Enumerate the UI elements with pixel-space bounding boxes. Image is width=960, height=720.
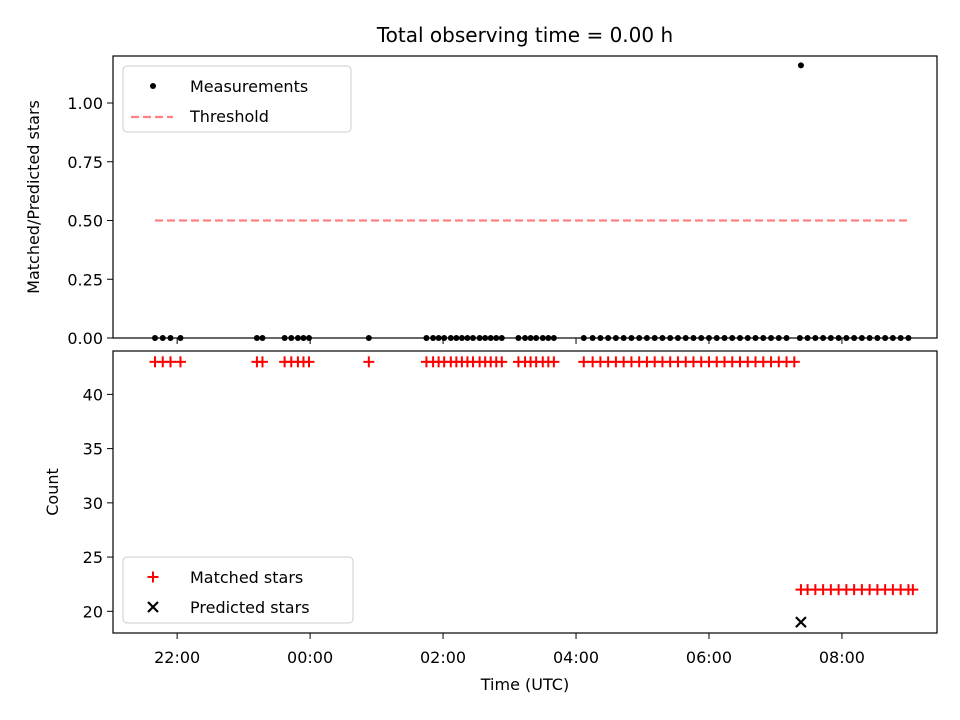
x-tick-label: 22:00 xyxy=(154,648,200,667)
matched-star-point xyxy=(363,356,375,368)
bottom-legend: Matched stars Predicted stars xyxy=(122,556,354,624)
x-tick-label: 00:00 xyxy=(287,648,333,667)
matched-star-point xyxy=(907,584,919,596)
y-tick-label: 0.00 xyxy=(67,329,103,348)
matched-star-point xyxy=(174,356,186,368)
legend-swatch xyxy=(147,601,159,613)
y-tick-label: 35 xyxy=(83,440,103,459)
x-tick-label: 04:00 xyxy=(553,648,599,667)
x-tick-label: 06:00 xyxy=(686,648,732,667)
legend-box xyxy=(122,556,354,624)
measurement-point xyxy=(797,62,804,69)
y-tick-label: 30 xyxy=(83,494,103,513)
legend-entry-label: Predicted stars xyxy=(190,598,310,617)
matched-star-point xyxy=(496,356,508,368)
top-axes-frame xyxy=(112,55,938,339)
bottom-panel: 20 25 30 35 40 22:00 00:00 02:00 04:00 06:00 08:00… xyxy=(43,350,938,694)
top-ticks: 0.00 0.25 0.50 0.75 1.00 xyxy=(67,94,843,348)
y-tick-label: 0.75 xyxy=(67,153,103,172)
x-tick-label: 02:00 xyxy=(420,648,466,667)
matched-star-point xyxy=(548,356,560,368)
top-title: Total observing time = 0.00 h xyxy=(376,23,673,47)
y-tick-label: 40 xyxy=(83,385,103,404)
bottom-axes-frame xyxy=(112,350,938,634)
top-panel: Total observing time = 0.00 h 0.000.250.… xyxy=(24,23,938,348)
legend-entry-label: Measurements xyxy=(190,77,308,96)
bottom-ticks: 20 25 30 35 40 22:00 00:00 02:00 04:00 06:00 08:00 xyxy=(83,385,865,667)
legend-entry-label: Threshold xyxy=(189,107,269,126)
top-ylabel: Matched/Predicted stars xyxy=(24,100,43,294)
bottom-series xyxy=(149,356,919,628)
matched-star-point xyxy=(788,356,800,368)
matched-star-point xyxy=(303,356,315,368)
legend-box xyxy=(122,65,352,133)
legend-swatch xyxy=(150,83,156,89)
matched-star-point xyxy=(165,356,177,368)
legend-swatch xyxy=(147,571,159,583)
matched-star-point xyxy=(256,356,268,368)
bottom-ylabel: Count xyxy=(43,468,62,516)
top-legend: Measurements Threshold xyxy=(122,65,352,133)
x-tick-label: 08:00 xyxy=(819,648,865,667)
y-tick-label: 0.50 xyxy=(67,212,103,231)
y-tick-label: 20 xyxy=(83,602,103,621)
y-tick-label: 25 xyxy=(83,548,103,567)
y-tick-label: 0.25 xyxy=(67,270,103,289)
legend-entry-label: Matched stars xyxy=(190,568,303,587)
top-series xyxy=(151,62,912,341)
y-tick-label: 1.00 xyxy=(67,94,103,113)
bottom-xlabel: Time (UTC) xyxy=(480,675,569,694)
predicted-star-point xyxy=(795,616,807,628)
